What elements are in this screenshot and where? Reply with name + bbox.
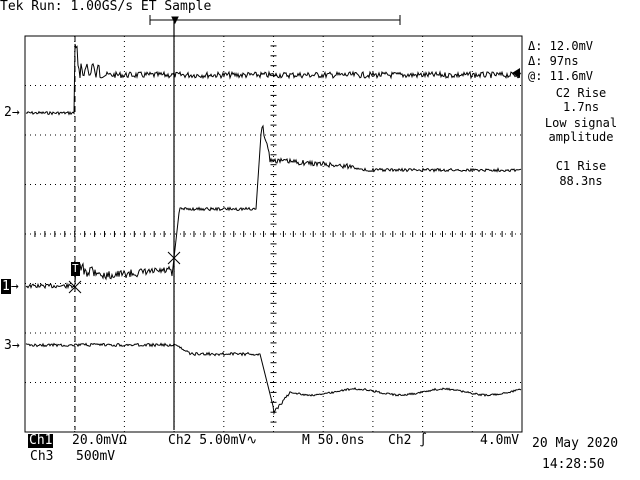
trigger-level: 4.0mV xyxy=(480,433,520,448)
ch3-label: Ch3 xyxy=(30,449,54,464)
channel-3-trace xyxy=(25,342,522,416)
trigger-level-arrow xyxy=(512,68,520,78)
ch1-marker[interactable]: 1→ xyxy=(1,279,19,294)
ch2-scale: Ch2 5.00mV∿ xyxy=(168,433,258,448)
c1-rise-value: 88.3ns xyxy=(559,174,603,188)
low-signal-warning-2: amplitude xyxy=(548,130,614,144)
date: 20 May 2020 xyxy=(532,436,619,451)
low-signal-warning-1: Low signal xyxy=(544,116,618,130)
ch1-badge[interactable]: Ch1 xyxy=(28,433,54,448)
trigger-position-bracket xyxy=(149,15,401,25)
delta-time-readout: Δ: 97ns xyxy=(528,54,579,68)
trigger-marker: T xyxy=(71,262,80,276)
c2-rise-label: C2 Rise xyxy=(555,86,607,100)
ch2-marker: 2→ xyxy=(4,105,20,120)
acquisition-status: Tek Run: 1.00GS/s ET Sample xyxy=(0,0,212,14)
graticule xyxy=(24,35,523,433)
trigger-source: Ch2 ∫ xyxy=(388,433,428,448)
at-voltage-readout: @: 11.6mV xyxy=(528,69,594,83)
channel-1-trace xyxy=(25,124,522,290)
c2-rise-value: 1.7ns xyxy=(562,100,600,114)
timebase: M 50.0ns xyxy=(302,433,365,448)
x-cursor-markers xyxy=(68,251,181,294)
time: 14:28:50 xyxy=(542,457,605,472)
ch3-scale: 500mV xyxy=(76,449,116,464)
channel-2-trace xyxy=(25,43,522,116)
ch3-marker: 3→ xyxy=(4,338,20,353)
delta-voltage-readout: Δ: 12.0mV xyxy=(528,39,594,53)
ch1-scale: 20.0mVΩ xyxy=(72,433,127,448)
c1-rise-label: C1 Rise xyxy=(555,159,607,173)
